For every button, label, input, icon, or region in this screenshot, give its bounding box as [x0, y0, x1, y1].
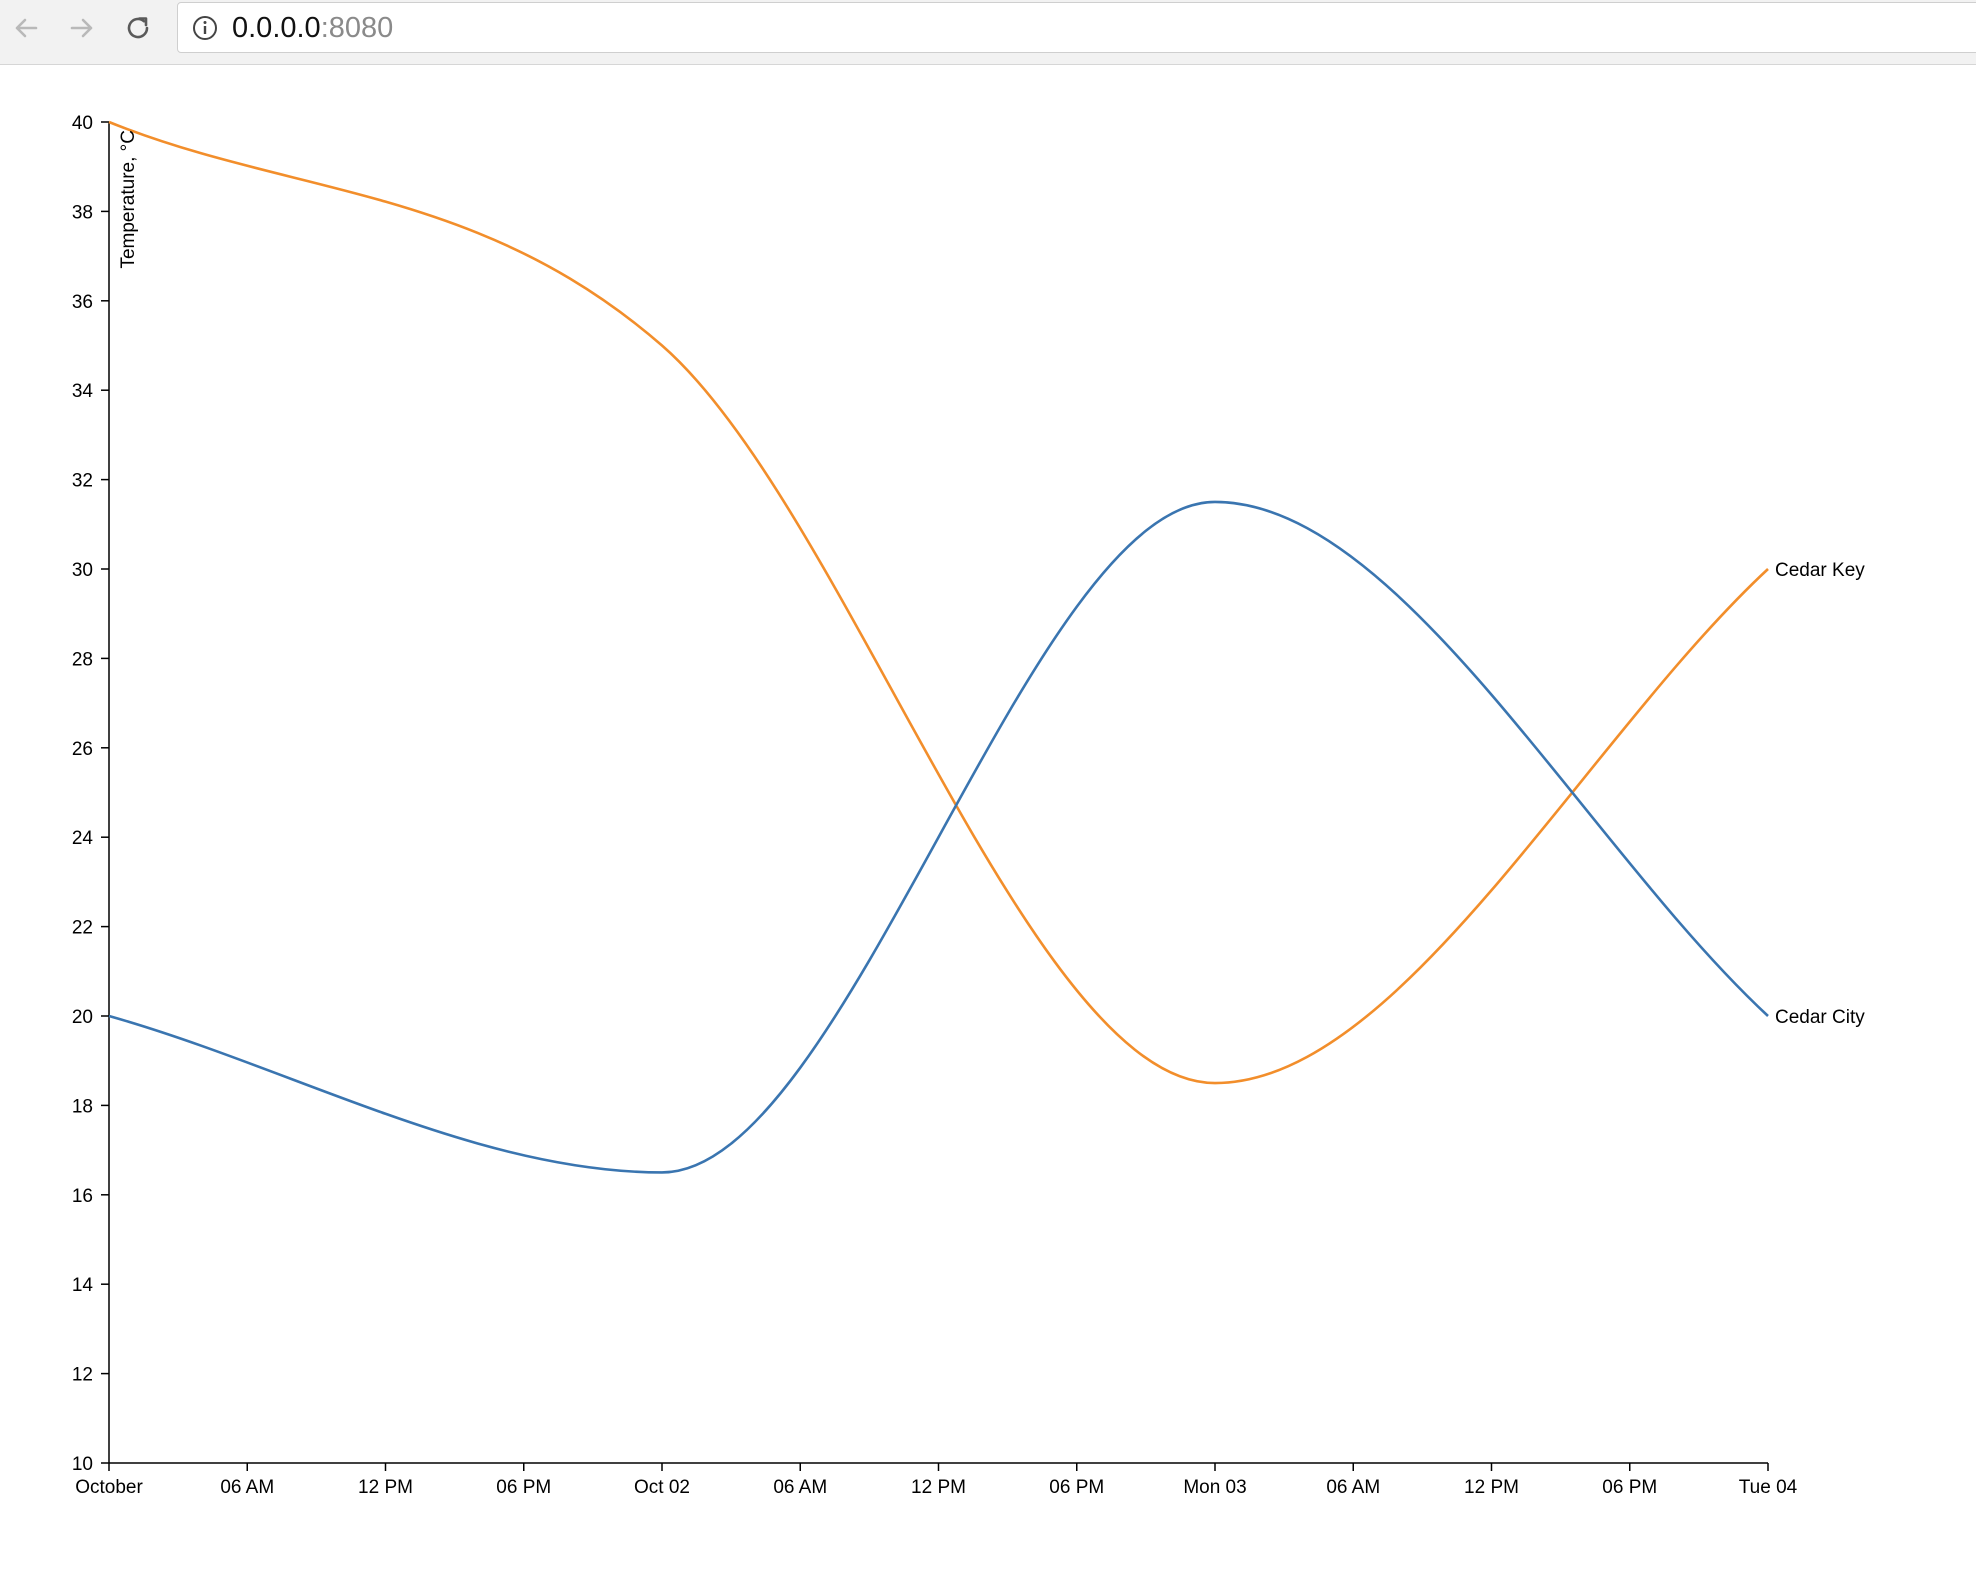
y-tick-label: 30 — [72, 560, 93, 581]
series-label-cedar-key: Cedar Key — [1775, 560, 1865, 581]
y-tick-label: 18 — [72, 1096, 93, 1117]
y-tick-label: 34 — [72, 381, 94, 402]
x-tick-label: 12 PM — [358, 1477, 413, 1498]
y-axis-title: Temperature, °C — [118, 130, 139, 269]
x-tick-label: Tue 04 — [1739, 1477, 1798, 1498]
series-line-cedar-city — [108, 500, 1769, 1174]
y-tick-label: 12 — [72, 1365, 93, 1386]
x-tick-label: Mon 03 — [1183, 1477, 1246, 1498]
y-tick-label: 22 — [72, 918, 93, 939]
y-tick-label: 14 — [72, 1275, 94, 1296]
y-tick-label: 28 — [72, 649, 93, 670]
x-tick-label: 06 PM — [496, 1477, 551, 1498]
reload-icon — [127, 17, 149, 39]
forward-button[interactable] — [64, 10, 100, 46]
x-tick-label: 06 AM — [220, 1477, 274, 1498]
x-tick-label: October — [75, 1477, 143, 1498]
x-tick-label: 06 PM — [1602, 1477, 1657, 1498]
address-bar[interactable]: 0.0.0.0:8080 — [177, 2, 1976, 53]
x-tick-label: 12 PM — [911, 1477, 966, 1498]
url-port: :8080 — [320, 12, 394, 44]
x-tick-label: Oct 02 — [634, 1477, 690, 1498]
y-tick-label: 20 — [72, 1007, 93, 1028]
x-tick-label: 06 AM — [1326, 1477, 1380, 1498]
y-tick-label: 16 — [72, 1186, 93, 1207]
url-host: 0.0.0.0 — [232, 12, 321, 44]
y-axis: 10 12 14 16 18 20 22 24 26 28 30 32 34 36 38 40 — [72, 113, 110, 1475]
back-button[interactable] — [8, 10, 44, 46]
x-tick-label: 06 PM — [1049, 1477, 1104, 1498]
y-tick-label: 38 — [72, 202, 93, 223]
browser-toolbar: 0.0.0.0:8080 — [0, 0, 1976, 65]
reload-button[interactable] — [120, 10, 156, 46]
y-tick-label: 32 — [72, 471, 93, 492]
series-label-cedar-city: Cedar City — [1775, 1007, 1865, 1028]
y-tick-label: 40 — [72, 113, 93, 134]
info-icon[interactable] — [192, 15, 218, 41]
y-tick-label: 10 — [72, 1454, 93, 1475]
y-tick-label: 36 — [72, 292, 93, 313]
series-line-cedar-key — [108, 120, 1769, 1085]
y-tick-label: 26 — [72, 739, 93, 760]
x-tick-label: 12 PM — [1464, 1477, 1519, 1498]
x-axis: October 06 AM 12 PM 06 PM Oct 02 06 AM 12 PM 06… — [75, 1462, 1798, 1498]
arrow-left-icon — [15, 18, 38, 38]
arrow-right-icon — [70, 18, 93, 38]
y-tick-label: 24 — [72, 828, 94, 849]
series-labels: Cedar Key Cedar City — [1775, 560, 1865, 1028]
series-lines — [108, 120, 1769, 1174]
url-text: 0.0.0.0:8080 — [232, 12, 393, 44]
x-tick-label: 06 AM — [773, 1477, 827, 1498]
